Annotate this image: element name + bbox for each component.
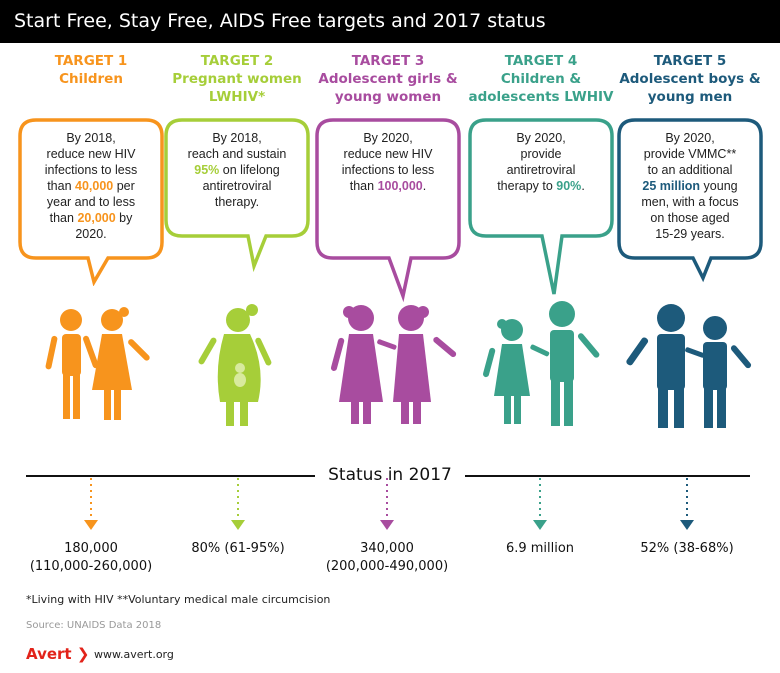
avert-logo[interactable]: Avert ❯ <box>26 645 90 663</box>
arrow-down-icon <box>680 520 694 530</box>
target-1-speech-bubble: By 2018, reduce new HIV infections to le… <box>16 116 166 316</box>
pregnant-woman-icon <box>198 304 272 426</box>
target-3-status: 340,000 (200,000-490,000) <box>325 541 449 574</box>
arrow-down-icon <box>231 520 245 530</box>
website-link[interactable]: www.avert.org <box>94 648 174 661</box>
arrow-down-icon <box>533 520 547 530</box>
target-4-group: Children & adolescents LWHIV <box>468 71 614 105</box>
target-2-speech-bubble: By 2018, reach and sustain 95% on lifelo… <box>162 116 312 316</box>
target-2-label: TARGET 2 <box>200 53 274 69</box>
target-3-figures <box>313 272 463 462</box>
arrow-down-icon <box>380 520 394 530</box>
two-young-men-icon <box>626 304 752 428</box>
target-5-label: TARGET 5 <box>653 53 727 69</box>
boy-girl-icon <box>45 307 150 420</box>
status-heading: Status in 2017 <box>315 462 465 488</box>
two-women-icon <box>330 305 457 424</box>
target-1-column: TARGET 1 Children By 2018, reduce new HI… <box>16 52 166 420</box>
target-3-speech-bubble: By 2020, reduce new HIV infections to le… <box>313 116 463 316</box>
target-1-status: 180,000 (110,000-260,000) <box>29 541 153 574</box>
target-5-figures <box>615 272 765 462</box>
target-3-label: TARGET 3 <box>351 53 425 69</box>
target-2-bubble-text: By 2018, reach and sustain 95% on lifelo… <box>187 131 287 209</box>
target-2-status: 80% (61-95%) <box>191 541 285 556</box>
footnote: *Living with HIV **Voluntary medical mal… <box>26 593 331 606</box>
target-2-group: Pregnant women LWHIV* <box>172 71 302 105</box>
chevron-right-icon: ❯ <box>76 645 90 663</box>
target-1-label: TARGET 1 <box>54 53 128 69</box>
target-3-bubble-text: By 2020, reduce new HIV infections to le… <box>341 131 435 193</box>
status-arrows <box>84 478 694 530</box>
target-5-speech-bubble: By 2020, provide VMMC** to an additional… <box>615 116 765 316</box>
girl-boy-icon <box>483 301 600 426</box>
source-note: Source: UNAIDS Data 2018 <box>26 620 162 631</box>
target-2-column: TARGET 2 Pregnant women LWHIV* By 2018, … <box>162 52 312 426</box>
target-5-status: 52% (38-68%) <box>640 541 734 556</box>
target-4-speech-bubble: By 2020, provide antiretroviral therapy … <box>466 116 616 316</box>
target-4-column: TARGET 4 Children & adolescents LWHIV By… <box>466 52 616 426</box>
target-4-bubble-text: By 2020, provide antiretroviral therapy … <box>497 131 585 193</box>
target-1-group: Children <box>59 71 123 87</box>
arrow-down-icon <box>84 520 98 530</box>
target-4-status: 6.9 million <box>505 541 575 556</box>
target-3-column: TARGET 3 Adolescent girls & young women … <box>313 52 463 424</box>
target-3-group: Adolescent girls & young women <box>318 71 458 105</box>
target-4-label: TARGET 4 <box>504 53 578 69</box>
target-1-bubble-text: By 2018, reduce new HIV infections to le… <box>44 131 138 241</box>
page-title: Start Free, Stay Free, AIDS Free targets… <box>0 0 780 43</box>
target-5-group: Adolescent boys & young men <box>619 71 761 105</box>
target-2-figures <box>162 272 312 462</box>
target-1-figures <box>16 272 166 462</box>
target-4-figures <box>466 272 616 462</box>
target-5-bubble-text: By 2020, provide VMMC** to an additional… <box>641 131 739 241</box>
target-5-column: TARGET 5 Adolescent boys & young men By … <box>615 52 765 428</box>
